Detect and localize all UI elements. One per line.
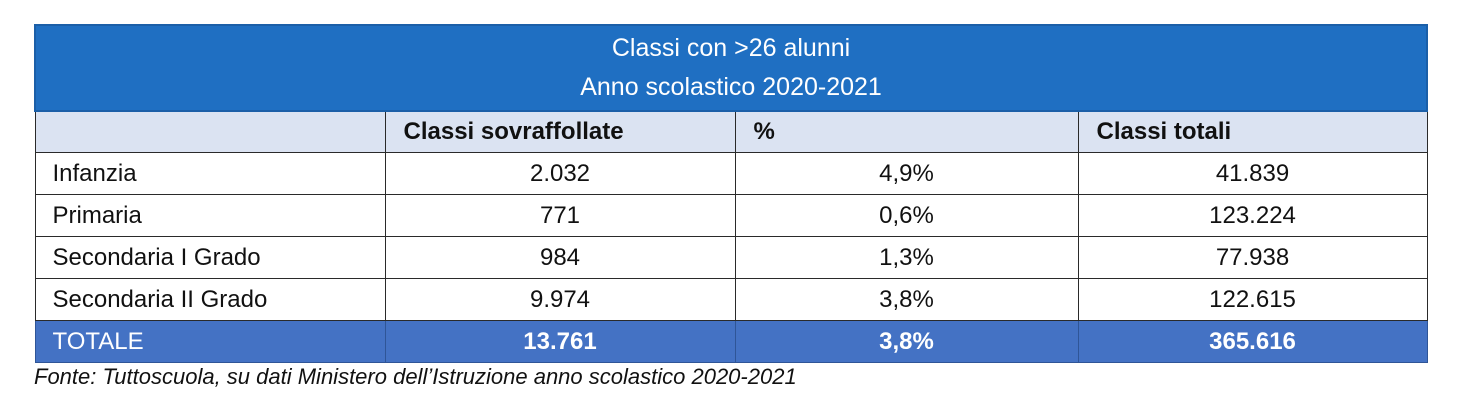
cell-sovraffollate: 771 xyxy=(384,194,736,237)
total-totali: 365.616 xyxy=(1077,320,1428,363)
table-row: Secondaria II Grado 9.974 3,8% 122.615 xyxy=(34,278,1428,321)
total-sovraffollate: 13.761 xyxy=(384,320,736,363)
table-title-line-2: Anno scolastico 2020-2021 xyxy=(580,73,882,101)
cell-sovraffollate: 9.974 xyxy=(384,278,736,321)
source-note: Fonte: Tuttoscuola, su dati Ministero de… xyxy=(34,364,797,389)
header-cell-totali: Classi totali xyxy=(1077,110,1428,153)
cell-percent: 1,3% xyxy=(734,236,1079,279)
table-row: Infanzia 2.032 4,9% 41.839 xyxy=(34,152,1428,195)
cell-totali: 122.615 xyxy=(1077,278,1428,321)
title-row: Classi con >26 alunni Anno scolastico 20… xyxy=(33,24,1429,112)
cell-percent: 0,6% xyxy=(734,194,1079,237)
cell-totali: 77.938 xyxy=(1077,236,1428,279)
total-label: TOTALE xyxy=(34,320,386,363)
cell-totali: 123.224 xyxy=(1077,194,1428,237)
data-table-container: Classi con >26 alunni Anno scolastico 20… xyxy=(33,24,1429,363)
total-percent: 3,8% xyxy=(734,320,1079,363)
cell-sovraffollate: 984 xyxy=(384,236,736,279)
cell-percent: 3,8% xyxy=(734,278,1079,321)
table-row: Primaria 771 0,6% 123.224 xyxy=(34,194,1428,237)
table-title-line-1: Classi con >26 alunni xyxy=(611,34,851,62)
classi-table: Classi con >26 alunni Anno scolastico 20… xyxy=(33,24,1429,363)
row-label: Primaria xyxy=(34,194,386,237)
row-label: Secondaria II Grado xyxy=(34,278,386,321)
total-row: TOTALE 13.761 3,8% 365.616 xyxy=(34,320,1428,363)
cell-percent: 4,9% xyxy=(734,152,1079,195)
row-label: Secondaria I Grado xyxy=(34,236,386,279)
cell-sovraffollate: 2.032 xyxy=(384,152,736,195)
table-title: Classi con >26 alunni Anno scolastico 20… xyxy=(33,24,1429,112)
header-cell-sovraffollate: Classi sovraffollate xyxy=(384,110,736,153)
header-cell-label xyxy=(34,110,386,153)
header-row: Classi sovraffollate % Classi totali xyxy=(34,110,1428,153)
row-label: Infanzia xyxy=(34,152,386,195)
cell-totali: 41.839 xyxy=(1077,152,1428,195)
header-cell-percent: % xyxy=(734,110,1079,153)
table-row: Secondaria I Grado 984 1,3% 77.938 xyxy=(34,236,1428,279)
